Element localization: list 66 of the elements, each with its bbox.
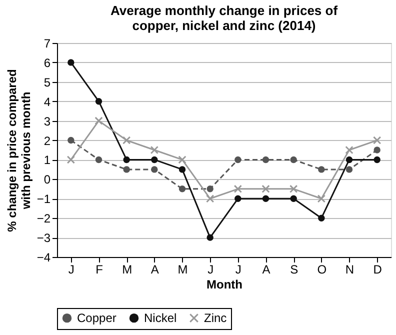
point	[234, 156, 242, 164]
point	[234, 184, 242, 194]
y-tick-label: 6	[44, 56, 51, 70]
point	[94, 116, 103, 125]
point	[151, 156, 158, 164]
point	[290, 156, 297, 164]
point	[95, 98, 102, 105]
y-tick-label: 1	[44, 153, 51, 168]
point	[122, 136, 131, 144]
point	[318, 214, 325, 222]
point	[95, 156, 102, 164]
point	[262, 195, 270, 202]
point	[150, 146, 159, 154]
point	[68, 59, 74, 66]
y-axis-title: % change in price compared with previous month	[4, 69, 33, 232]
point	[318, 166, 325, 173]
x-tick-label: D	[373, 262, 382, 276]
legend-label: Copper	[77, 311, 116, 326]
x-tick-label: F	[96, 262, 103, 276]
x-tick-label: N	[345, 262, 354, 276]
point	[262, 156, 270, 164]
point	[151, 166, 158, 173]
y-tick-label: 2	[44, 134, 51, 148]
point	[178, 186, 186, 192]
point	[290, 195, 297, 202]
x-tick-label: A	[262, 262, 270, 276]
legend-label: Zinc	[204, 311, 227, 326]
point	[317, 194, 326, 203]
point	[372, 136, 382, 144]
chart-title: Average monthly change in prices of copper, nickel and zinc (2014)	[110, 3, 338, 33]
point	[374, 146, 380, 154]
point	[206, 186, 214, 192]
legend-label: Nickel	[144, 311, 177, 326]
point	[289, 184, 298, 194]
y-tick-label: 5	[44, 75, 51, 90]
y-tick-label: −4	[36, 250, 51, 264]
x-tick-label: M	[178, 262, 188, 276]
y-tick-label: 3	[44, 114, 51, 128]
point	[206, 194, 214, 203]
y-tick-label: 0	[44, 172, 51, 187]
x-tick-label: A	[150, 262, 159, 276]
y-tick-label: −1	[36, 192, 51, 206]
y-tick-label: 4	[44, 94, 51, 109]
point	[123, 166, 130, 173]
y-tick-label: −2	[36, 212, 51, 226]
point	[374, 156, 380, 164]
point	[345, 146, 354, 154]
point	[178, 166, 186, 173]
x-tick-label: M	[122, 262, 132, 276]
x-tick-label: O	[317, 262, 327, 276]
y-tick-label: −3	[36, 231, 51, 246]
point	[66, 156, 76, 164]
point	[262, 184, 270, 194]
x-axis-title: Month	[206, 278, 242, 292]
point	[68, 136, 74, 144]
point	[234, 195, 242, 202]
x-tick-label: J	[235, 262, 242, 276]
point	[346, 156, 353, 164]
point	[123, 156, 130, 164]
x-tick-label: S	[290, 262, 298, 276]
x-tick-label: J	[68, 262, 74, 276]
x-tick-label: J	[208, 262, 214, 276]
point	[346, 166, 353, 173]
point	[178, 156, 186, 164]
point	[206, 234, 214, 241]
y-tick-label: 7	[44, 36, 51, 50]
